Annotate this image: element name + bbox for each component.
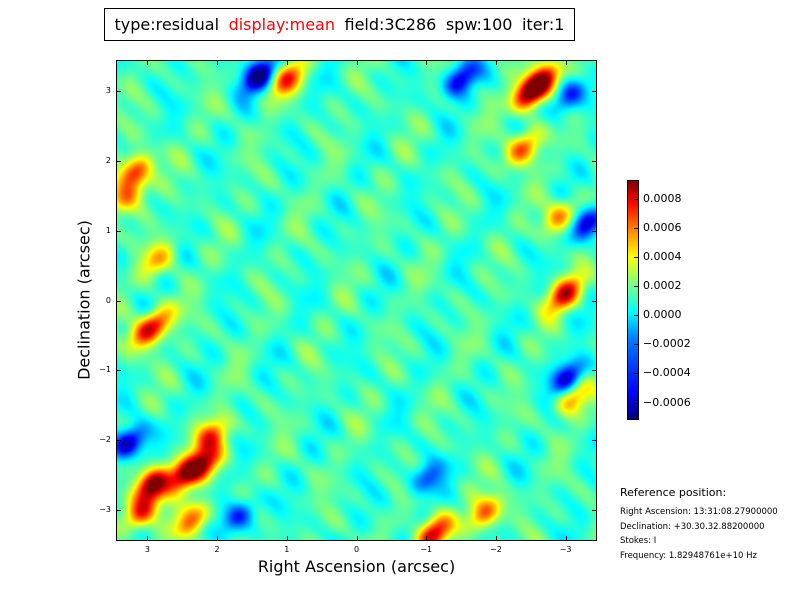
x-tick-mark — [357, 61, 358, 65]
colorbar-tick-mark — [634, 403, 638, 404]
colorbar-tick-mark — [634, 199, 638, 200]
y-tick-mark — [592, 370, 596, 371]
x-tick-label: −3 — [559, 545, 572, 554]
x-tick-label: 2 — [214, 545, 220, 554]
x-tick-mark — [287, 61, 288, 65]
title-field: field:3C286 — [344, 15, 437, 34]
x-tick-mark — [147, 536, 148, 540]
x-tick-label: 0 — [353, 545, 360, 554]
colorbar-tick-label: 0.0006 — [643, 221, 682, 234]
x-tick-mark — [426, 61, 427, 65]
reference-position-info: Reference position: Right Ascension: 13:… — [620, 486, 778, 563]
plot-title: type:residual display:mean field:3C286 s… — [104, 8, 575, 41]
y-axis-label: Declination (arcsec) — [74, 220, 94, 380]
colorbar-tick-label: 0.0008 — [643, 191, 682, 205]
x-tick-mark — [357, 536, 358, 540]
reference-heading: Reference position: — [620, 486, 727, 499]
y-tick-mark — [117, 510, 121, 511]
y-tick-mark — [117, 440, 121, 441]
x-tick-label: 3 — [144, 545, 150, 554]
x-tick-mark — [496, 61, 497, 65]
x-tick-mark — [217, 536, 218, 540]
title-type: type:residual — [114, 15, 220, 34]
x-tick-mark — [566, 61, 567, 65]
x-tick-mark — [287, 536, 288, 540]
y-tick-label: 0 — [105, 295, 111, 305]
y-tick-mark — [592, 510, 596, 511]
y-tick-mark — [592, 161, 596, 162]
colorbar-tick-mark — [634, 286, 638, 287]
x-axis-label: Right Ascension (arcsec) — [257, 557, 456, 576]
reference-ra: Right Ascension: 13:31:08.27900000 — [620, 507, 778, 517]
title-spw: spw:100 — [445, 15, 513, 34]
x-tick-label: 1 — [284, 545, 290, 554]
y-tick-label: −1 — [99, 365, 111, 375]
y-tick-mark — [117, 91, 121, 92]
y-tick-label: −2 — [99, 434, 111, 444]
x-tick-mark — [566, 536, 567, 540]
y-tick-label: 3 — [105, 86, 111, 96]
y-tick-mark — [117, 301, 121, 302]
y-tick-label: −3 — [99, 504, 111, 514]
y-tick-mark — [117, 161, 121, 162]
colorbar-tick-mark — [634, 344, 638, 345]
x-tick-mark — [147, 61, 148, 65]
reference-stokes: Stokes: I — [620, 536, 657, 546]
colorbar-tick-mark — [634, 373, 638, 374]
y-tick-mark — [117, 231, 121, 232]
colorbar-tick-mark — [634, 257, 638, 258]
reference-dec: Declination: +30.30.32.88200000 — [620, 521, 765, 532]
y-tick-mark — [592, 231, 596, 232]
y-tick-mark — [592, 91, 596, 92]
y-tick-label: 2 — [105, 156, 111, 166]
x-tick-label: −2 — [490, 545, 502, 554]
x-tick-mark — [217, 61, 218, 65]
colorbar-tick-mark — [634, 228, 638, 229]
colorbar-tick-label: −0.0002 — [643, 337, 691, 351]
y-tick-mark — [117, 370, 121, 371]
residual-image-plot — [116, 60, 597, 541]
reference-frequency: Frequency: 1.82948761e+10 Hz — [620, 550, 757, 561]
colorbar — [627, 180, 639, 420]
y-tick-mark — [592, 440, 596, 441]
colorbar-tick-label: 0.0004 — [643, 250, 682, 264]
title-iter: iter:1 — [521, 15, 565, 34]
y-tick-mark — [592, 301, 596, 302]
residual-heatmap — [117, 61, 596, 540]
x-tick-mark — [426, 536, 427, 540]
colorbar-tick-label: −0.0006 — [643, 395, 691, 409]
colorbar-tick-label: 0.0002 — [643, 279, 682, 293]
title-display: display:mean — [228, 15, 335, 34]
colorbar-tick-mark — [634, 315, 638, 316]
x-tick-label: −1 — [420, 545, 433, 554]
x-tick-mark — [496, 536, 497, 540]
y-tick-label: 1 — [105, 225, 111, 235]
colorbar-tick-label: 0.0000 — [643, 308, 682, 322]
colorbar-tick-label: −0.0004 — [643, 366, 691, 380]
